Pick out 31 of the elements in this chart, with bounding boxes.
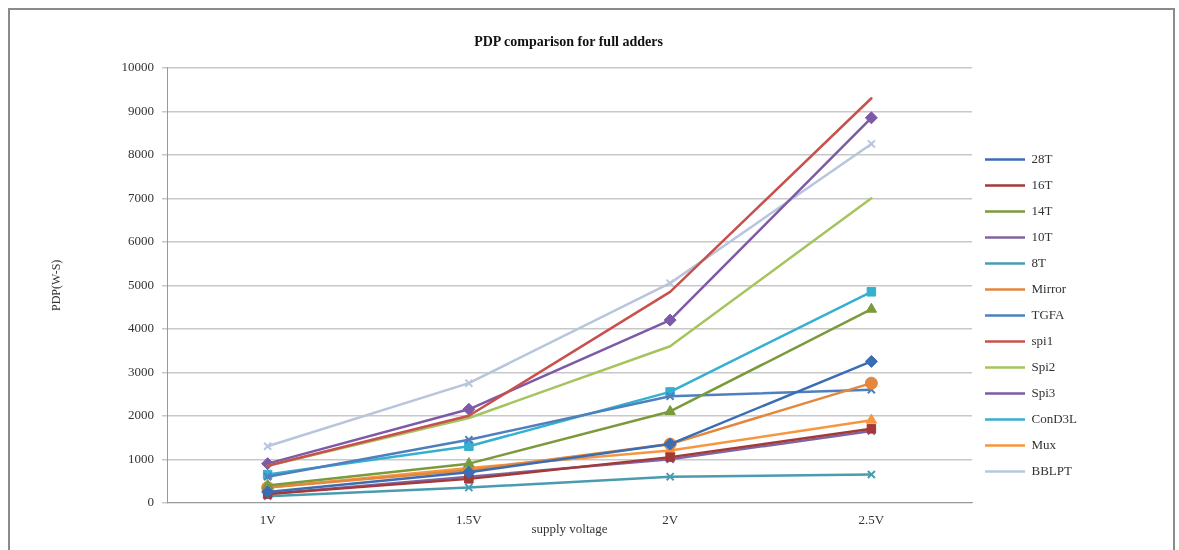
y-tick-label: 0	[147, 494, 154, 510]
legend-label: Spi3	[1031, 384, 1056, 400]
legend-label: 10T	[1031, 228, 1053, 244]
chart-title: PDP comparison for full adders	[474, 34, 664, 50]
y-tick-label: 1000	[128, 450, 154, 466]
x-tick-label: 2V	[662, 512, 679, 528]
x-tick-label: 1V	[259, 512, 277, 528]
y-tick-label: 2000	[128, 407, 154, 423]
y-tick-label: 5000	[128, 276, 154, 292]
x-tick-label: 1.5V	[456, 512, 483, 528]
x-axis-title: supply voltage	[531, 520, 608, 536]
legend-label: 28T	[1031, 150, 1053, 166]
y-tick-label: 9000	[128, 102, 154, 118]
legend-label: spi1	[1031, 332, 1054, 348]
y-tick-label: 8000	[128, 146, 154, 162]
legend-label: Mux	[1031, 436, 1057, 452]
legend-label: 16T	[1031, 176, 1053, 192]
legend-label: TGFA	[1031, 306, 1066, 322]
y-tick-label: 4000	[128, 320, 154, 336]
legend-label: Mirror	[1031, 280, 1067, 296]
legend-label: 14T	[1031, 202, 1053, 218]
y-tick-label: 3000	[128, 363, 154, 379]
x-tick-label: 2.5V	[858, 512, 885, 528]
legend-label: ConD3L	[1031, 410, 1078, 426]
y-tick-label: 6000	[128, 233, 154, 249]
y-tick-label: 7000	[128, 189, 154, 205]
legend-label: BBLPT	[1031, 462, 1073, 478]
legend-label: Spi2	[1031, 358, 1056, 374]
y-axis-title: PDP(W-S)	[49, 259, 64, 311]
y-tick-label: 10000	[121, 59, 154, 75]
legend-label: 8T	[1031, 254, 1046, 270]
